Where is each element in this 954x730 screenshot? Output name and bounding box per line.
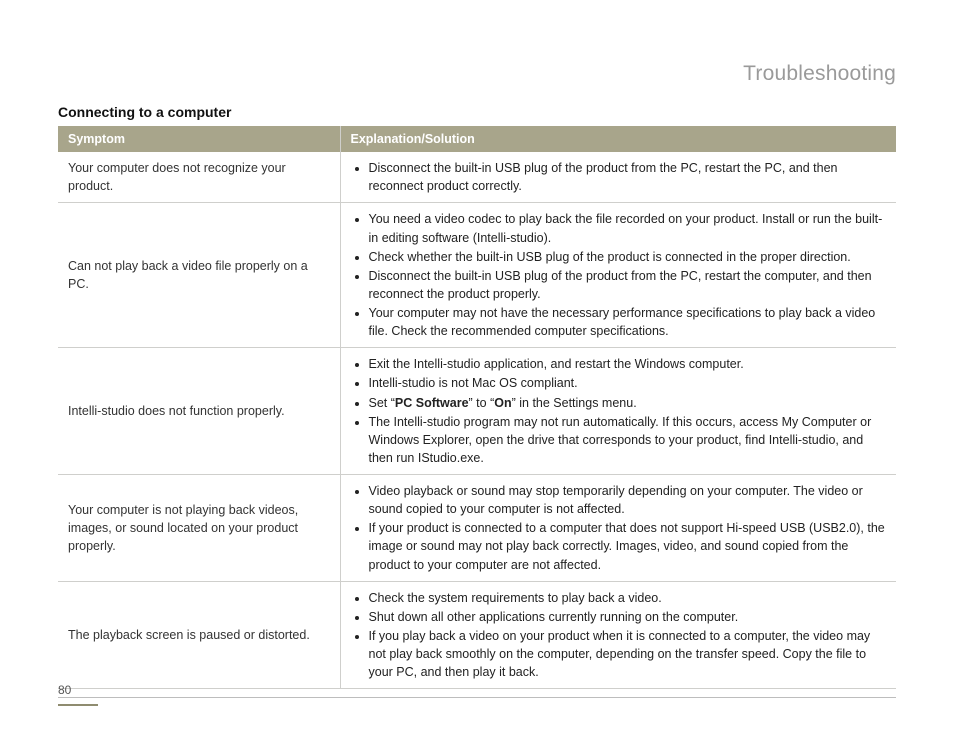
- solution-item: Check the system requirements to play ba…: [369, 589, 887, 607]
- footer-accent-bar: [58, 704, 98, 706]
- symptom-cell: Can not play back a video file properly …: [58, 203, 340, 348]
- table-row: Your computer does not recognize your pr…: [58, 152, 896, 203]
- solution-list: You need a video codec to play back the …: [351, 210, 887, 340]
- table-row: The playback screen is paused or distort…: [58, 581, 896, 689]
- solution-item: Disconnect the built-in USB plug of the …: [369, 159, 887, 195]
- solution-cell: Video playback or sound may stop tempora…: [340, 475, 896, 582]
- solution-item: If you play back a video on your product…: [369, 627, 887, 681]
- solution-item: Intelli-studio is not Mac OS compliant.: [369, 374, 887, 392]
- solution-item: Disconnect the built-in USB plug of the …: [369, 267, 887, 303]
- solution-item: Set “PC Software” to “On” in the Setting…: [369, 394, 887, 412]
- symptom-cell: Intelli-studio does not function properl…: [58, 348, 340, 475]
- table-row: Can not play back a video file properly …: [58, 203, 896, 348]
- solution-list: Video playback or sound may stop tempora…: [351, 482, 887, 574]
- solution-list: Check the system requirements to play ba…: [351, 589, 887, 682]
- solution-list: Disconnect the built-in USB plug of the …: [351, 159, 887, 195]
- symptom-cell: Your computer does not recognize your pr…: [58, 152, 340, 203]
- solution-item: Video playback or sound may stop tempora…: [369, 482, 887, 518]
- page-number: 80: [58, 683, 896, 697]
- page-footer: 80: [0, 679, 954, 702]
- table-row: Intelli-studio does not function properl…: [58, 348, 896, 475]
- solution-item: Exit the Intelli-studio application, and…: [369, 355, 887, 373]
- solution-cell: Disconnect the built-in USB plug of the …: [340, 152, 896, 203]
- solution-item: The Intelli-studio program may not run a…: [369, 413, 887, 467]
- table-header-row: Symptom Explanation/Solution: [58, 126, 896, 152]
- symptom-cell: Your computer is not playing back videos…: [58, 475, 340, 582]
- col-header-solution: Explanation/Solution: [340, 126, 896, 152]
- symptom-cell: The playback screen is paused or distort…: [58, 581, 340, 689]
- section-title: Connecting to a computer: [58, 104, 896, 120]
- page-title: Troubleshooting: [58, 62, 896, 86]
- solution-item: You need a video codec to play back the …: [369, 210, 887, 246]
- page-container: Troubleshooting Connecting to a computer…: [0, 0, 954, 730]
- col-header-symptom: Symptom: [58, 126, 340, 152]
- solution-item: If your product is connected to a comput…: [369, 519, 887, 573]
- solution-list: Exit the Intelli-studio application, and…: [351, 355, 887, 467]
- solution-item: Check whether the built-in USB plug of t…: [369, 248, 887, 266]
- solution-cell: You need a video codec to play back the …: [340, 203, 896, 348]
- solution-item: Shut down all other applications current…: [369, 608, 887, 626]
- footer-divider: [58, 697, 896, 698]
- solution-item: Your computer may not have the necessary…: [369, 304, 887, 340]
- solution-cell: Check the system requirements to play ba…: [340, 581, 896, 689]
- solution-cell: Exit the Intelli-studio application, and…: [340, 348, 896, 475]
- troubleshooting-table: Symptom Explanation/Solution Your comput…: [58, 126, 896, 689]
- table-row: Your computer is not playing back videos…: [58, 475, 896, 582]
